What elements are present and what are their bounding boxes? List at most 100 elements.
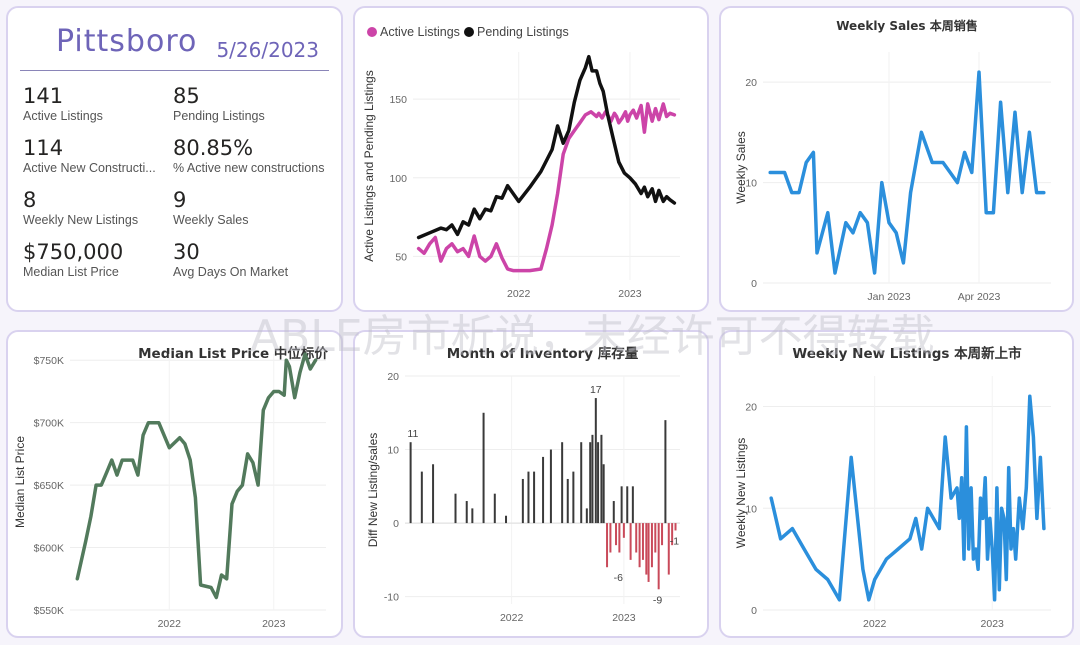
bar bbox=[612, 501, 615, 524]
y-axis-label: Median List Price bbox=[13, 436, 27, 528]
chart-title: Median List Price 中位标价 bbox=[138, 345, 328, 362]
bar bbox=[645, 523, 648, 575]
y-axis-label: Active Listings and Pending Listings bbox=[362, 70, 376, 261]
kpi-label: % Active new constructions bbox=[173, 161, 325, 175]
bar bbox=[641, 523, 644, 560]
bar bbox=[661, 523, 664, 546]
x-tick-label: 2023 bbox=[262, 618, 286, 630]
kpi-value: 30 bbox=[173, 240, 200, 264]
y-tick-label: 50 bbox=[395, 251, 407, 263]
listings-chart-card: Active Listings Pending Listings 50 100 150 2… bbox=[353, 6, 709, 312]
bar bbox=[635, 523, 638, 553]
bar bbox=[482, 412, 485, 524]
data-label: -9 bbox=[653, 594, 662, 606]
bar bbox=[454, 493, 457, 524]
bar bbox=[432, 464, 435, 524]
bar bbox=[657, 523, 660, 590]
y-tick-label: $550K bbox=[34, 605, 64, 617]
bar bbox=[561, 442, 564, 524]
x-tick-label: 2022 bbox=[507, 288, 531, 300]
y-axis-label: Weekly Sales bbox=[734, 131, 748, 203]
y-tick-label: 0 bbox=[393, 518, 399, 530]
bar bbox=[585, 508, 588, 524]
kpi-label: Median List Price bbox=[23, 265, 119, 279]
kpi-label: Pending Listings bbox=[173, 109, 265, 123]
x-tick-label: 2022 bbox=[500, 612, 524, 624]
bar bbox=[505, 515, 508, 524]
x-tick-label: 2022 bbox=[158, 618, 182, 630]
bar bbox=[626, 486, 629, 524]
kpi-weekly-sales: 9 Weekly Sales bbox=[173, 188, 323, 228]
bar bbox=[606, 523, 609, 568]
bar bbox=[631, 486, 634, 524]
bar bbox=[542, 456, 545, 524]
legend-label: Pending Listings bbox=[477, 25, 569, 39]
new-listings-chart: Weekly New Listings 本周新上市 0 10 20 2022 2023 We… bbox=[734, 345, 1051, 630]
bar bbox=[533, 471, 536, 524]
bar bbox=[620, 486, 623, 524]
bar bbox=[566, 478, 569, 524]
y-tick-label: 150 bbox=[389, 94, 407, 106]
bar bbox=[594, 398, 597, 524]
y-tick-label: 10 bbox=[745, 178, 757, 190]
data-label: 17 bbox=[590, 384, 602, 396]
bar bbox=[615, 523, 618, 546]
kpi-card: Pittsboro 5/26/2023 141 Active Listings … bbox=[6, 6, 343, 312]
bar bbox=[527, 471, 530, 524]
data-label: 11 bbox=[407, 428, 418, 440]
bar bbox=[420, 471, 423, 524]
y-tick-label: 0 bbox=[751, 605, 757, 617]
data-label: -1 bbox=[670, 535, 679, 547]
bar bbox=[674, 523, 677, 531]
weekly-sales-chart: Weekly Sales 本周销售 0 10 20 Jan 2023 Apr 2023 We… bbox=[734, 18, 1051, 303]
city-title: Pittsboro bbox=[56, 24, 198, 59]
listings-chart: Active Listings Pending Listings 50 100 150 2… bbox=[362, 25, 680, 300]
kpi-header: Pittsboro 5/26/2023 bbox=[20, 20, 329, 71]
y-tick-label: 100 bbox=[389, 173, 407, 185]
bar bbox=[602, 464, 605, 524]
legend-marker bbox=[464, 27, 474, 37]
kpi-weekly-new-listings: 8 Weekly New Listings bbox=[23, 188, 173, 228]
bar bbox=[493, 493, 496, 524]
median-price-chart: Median List Price 中位标价 $550K $600K $650K $70… bbox=[13, 345, 328, 630]
bar bbox=[654, 523, 657, 553]
kpi-value: 114 bbox=[23, 136, 64, 160]
bar bbox=[549, 449, 552, 524]
kpi-value: 9 bbox=[173, 188, 187, 212]
y-axis-label: Diff New Listing/sales bbox=[366, 433, 380, 548]
bar bbox=[667, 523, 670, 575]
report-date: 5/26/2023 bbox=[216, 38, 319, 62]
bar bbox=[664, 420, 667, 524]
new-listings-card: Weekly New Listings 本周新上市 0 10 20 2022 2023 We… bbox=[719, 330, 1074, 638]
series-line bbox=[75, 352, 318, 600]
series-line bbox=[416, 54, 677, 240]
bar bbox=[647, 523, 650, 582]
kpi-label: Active New Constructi... bbox=[23, 161, 156, 175]
series-line bbox=[416, 102, 677, 273]
kpi-value: 85 bbox=[173, 84, 200, 108]
data-label: -6 bbox=[614, 572, 623, 584]
bar bbox=[609, 523, 612, 553]
bar bbox=[638, 523, 641, 568]
y-tick-label: $750K bbox=[34, 355, 64, 367]
bar bbox=[471, 508, 474, 524]
y-tick-label: $600K bbox=[34, 543, 64, 555]
y-tick-label: 10 bbox=[745, 503, 757, 515]
kpi-label: Weekly Sales bbox=[173, 213, 249, 227]
bar bbox=[600, 434, 603, 524]
series-line bbox=[768, 70, 1046, 275]
kpi-value: $750,000 bbox=[23, 240, 124, 264]
bar bbox=[591, 434, 594, 524]
kpi-avg-days-on-market: 30 Avg Days On Market bbox=[173, 240, 323, 280]
chart-title: Month of Inventory 库存量 bbox=[447, 345, 639, 362]
bar bbox=[618, 523, 621, 553]
kpi-pending-listings: 85 Pending Listings bbox=[173, 84, 323, 124]
y-tick-label: 20 bbox=[387, 371, 399, 383]
kpi-pct-new-construction: 80.85% % Active new constructions bbox=[173, 136, 338, 176]
legend-label: Active Listings bbox=[380, 25, 460, 39]
y-tick-label: 0 bbox=[751, 278, 757, 290]
y-tick-label: 20 bbox=[745, 402, 757, 414]
bar bbox=[650, 523, 653, 568]
y-tick-label: 20 bbox=[745, 77, 757, 89]
weekly-sales-card: Weekly Sales 本周销售 0 10 20 Jan 2023 Apr 2023 We… bbox=[719, 6, 1074, 312]
